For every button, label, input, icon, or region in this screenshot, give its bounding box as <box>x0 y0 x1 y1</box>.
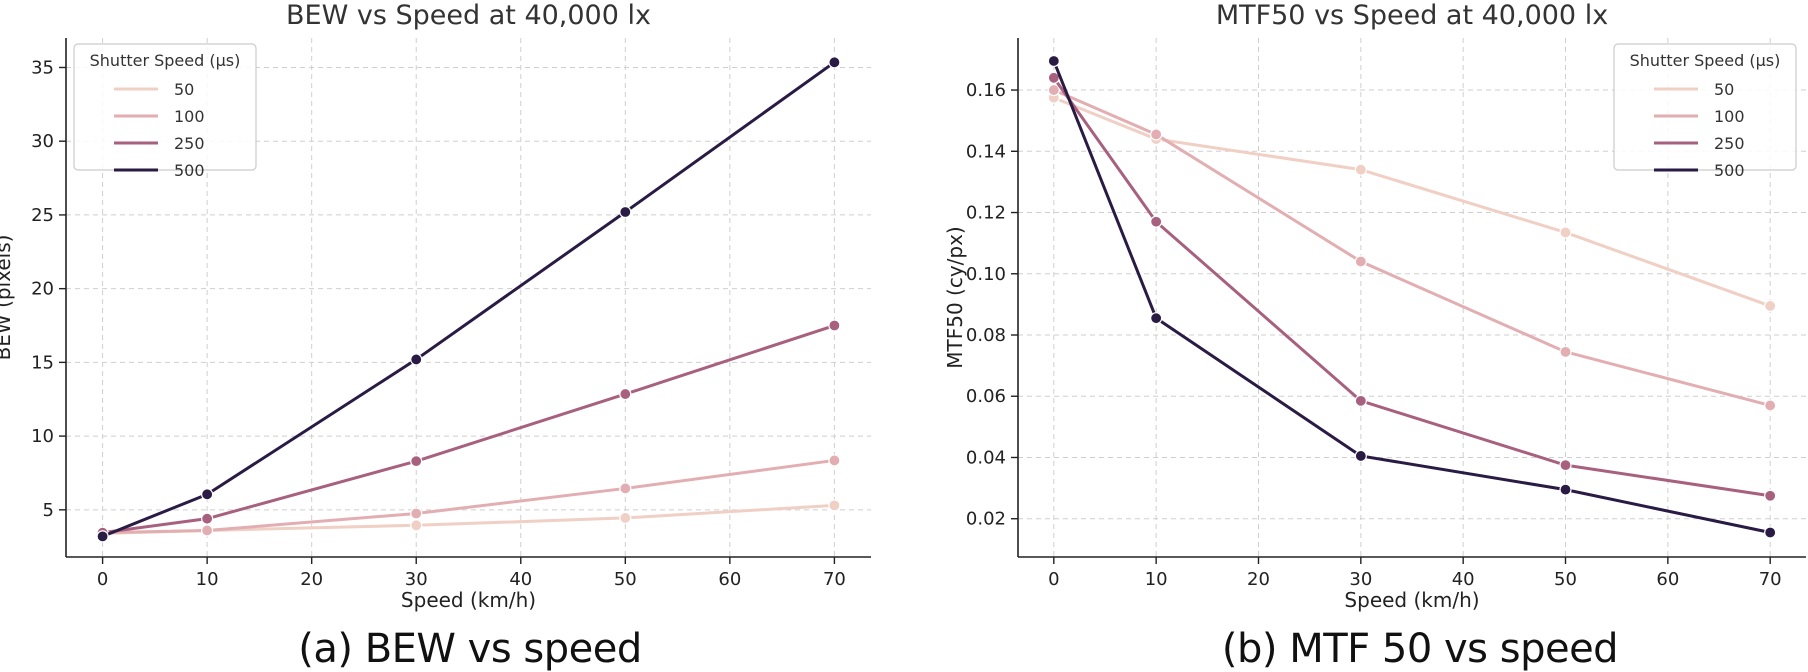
data-point <box>1764 399 1777 412</box>
y-tick-label: 5 <box>43 500 54 521</box>
legend-box <box>73 43 257 171</box>
legend-label: 50 <box>1714 80 1734 99</box>
x-tick-label: 20 <box>1247 569 1270 590</box>
data-point <box>1559 345 1572 358</box>
y-tick-label: 30 <box>31 131 54 152</box>
data-point <box>201 488 214 501</box>
chart-panel-1: 0 10 20 30 40 50 60 70 5 10 15 20 25 30 35 BEW vs Speed… <box>0 0 871 612</box>
data-point <box>1047 54 1060 68</box>
data-point <box>619 511 632 525</box>
y-tick-label: 0.12 <box>966 203 1006 224</box>
y-axis-label: BEW (pixels) <box>0 235 15 361</box>
legend-label: 250 <box>174 134 205 153</box>
chart-panel-2: 0 10 20 30 40 50 60 70 0.02 0.04 0.06 0.08 0.10 0.12 0… <box>943 0 1806 612</box>
series-500 <box>96 56 841 543</box>
data-point <box>96 530 109 543</box>
y-tick-label: 0.06 <box>966 386 1006 407</box>
data-point <box>1354 255 1367 268</box>
data-point <box>619 387 632 401</box>
legend-title: Shutter Speed (μs) <box>1630 51 1781 70</box>
y-tick-label: 20 <box>31 279 54 300</box>
y-tick-label: 0.08 <box>966 325 1006 346</box>
y-tick-label: 0.04 <box>966 447 1006 468</box>
data-point <box>1559 459 1572 472</box>
data-point <box>410 353 423 366</box>
x-tick-label: 10 <box>196 569 219 590</box>
data-point <box>619 205 632 219</box>
data-point <box>1354 449 1367 463</box>
y-axis-label: MTF50 (cy/px) <box>943 226 967 369</box>
data-point <box>1354 394 1367 407</box>
x-tick-label: 0 <box>97 569 108 590</box>
legend-title: Shutter Speed (μs) <box>90 51 241 70</box>
legend-label: 500 <box>1714 161 1745 180</box>
x-tick-label: 50 <box>1554 569 1577 590</box>
data-point <box>1764 299 1777 313</box>
series-250 <box>96 319 841 539</box>
y-tick-label: 0.10 <box>966 264 1006 285</box>
legend: Shutter Speed (μs) 50 100 250 500 <box>73 43 257 180</box>
data-point <box>828 454 841 467</box>
x-tick-label: 60 <box>718 569 741 590</box>
legend-label: 50 <box>174 80 194 99</box>
data-point <box>1559 483 1572 496</box>
x-tick-label: 70 <box>1759 569 1782 590</box>
x-tick-label: 40 <box>509 569 532 590</box>
x-tick-label: 0 <box>1048 569 1059 590</box>
legend-label: 500 <box>174 161 205 180</box>
data-point <box>201 524 214 537</box>
data-point <box>410 519 423 532</box>
x-tick-label: 40 <box>1452 569 1475 590</box>
x-tick-label: 10 <box>1145 569 1168 590</box>
x-tick-label: 70 <box>823 569 846 590</box>
y-tick-label: 10 <box>31 426 54 447</box>
chart-title: BEW vs Speed at 40,000 lx <box>286 0 651 31</box>
data-point <box>828 499 841 512</box>
y-tick-label: 35 <box>31 57 54 78</box>
series-500 <box>1047 54 1777 539</box>
data-point <box>1150 312 1163 325</box>
chart-title: MTF50 vs Speed at 40,000 lx <box>1216 0 1608 31</box>
data-point <box>201 512 214 525</box>
x-tick-label: 30 <box>405 569 428 590</box>
series-100 <box>1047 83 1777 412</box>
y-tick-label: 25 <box>31 205 54 226</box>
series-50 <box>1047 91 1777 313</box>
data-point <box>1150 215 1163 228</box>
y-tick-label: 0.02 <box>966 509 1006 530</box>
series-250 <box>1047 71 1777 502</box>
x-axis-label: Speed (km/h) <box>401 588 536 612</box>
series-line <box>102 324 835 535</box>
data-point <box>619 482 632 495</box>
data-point <box>1047 83 1060 97</box>
y-tick-label: 15 <box>31 352 54 373</box>
legend-box <box>1613 43 1797 171</box>
data-point <box>1354 163 1367 176</box>
x-tick-label: 20 <box>300 569 323 590</box>
x-axis-label: Speed (km/h) <box>1344 588 1479 612</box>
caption-b: (b) MTF 50 vs speed <box>1221 626 1619 672</box>
x-tick-label: 30 <box>1349 569 1372 590</box>
legend-label: 250 <box>1714 134 1745 153</box>
grid <box>66 38 871 557</box>
data-point <box>410 455 423 468</box>
data-point <box>1764 526 1777 539</box>
legend-label: 100 <box>1714 107 1745 126</box>
x-tick-label: 50 <box>614 569 637 590</box>
y-tick-label: 0.16 <box>966 80 1006 101</box>
data-point <box>1764 489 1777 502</box>
caption-a: (a) BEW vs speed <box>298 626 642 672</box>
data-point <box>410 507 423 520</box>
legend-label: 100 <box>174 107 205 126</box>
data-point <box>1150 128 1163 141</box>
legend: Shutter Speed (μs) 50 100 250 500 <box>1613 43 1797 180</box>
data-point <box>1559 226 1572 239</box>
x-tick-label: 60 <box>1656 569 1679 590</box>
data-point <box>828 56 841 69</box>
data-point <box>828 319 841 332</box>
y-tick-label: 0.14 <box>966 141 1006 162</box>
